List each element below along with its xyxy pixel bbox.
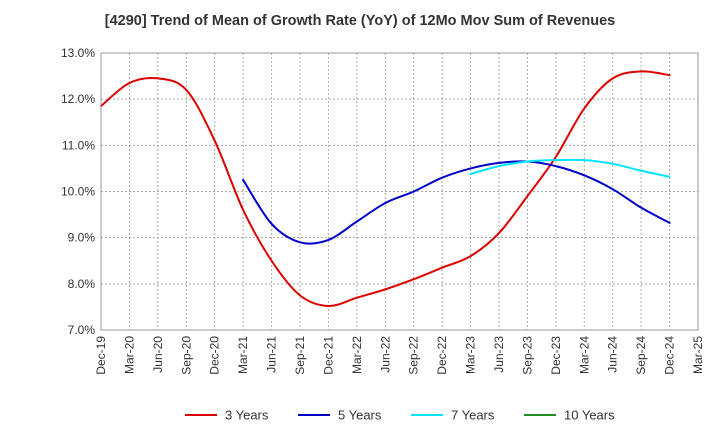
x-tick-label: Jun-23 xyxy=(492,336,506,373)
x-tick-label: Sep-24 xyxy=(634,336,648,375)
x-tick-label: Sep-23 xyxy=(520,336,534,375)
x-tick-label: Mar-25 xyxy=(691,336,705,374)
x-tick-label: Mar-21 xyxy=(236,336,250,374)
series-line-7-years xyxy=(469,158,671,178)
series-line-5-years xyxy=(242,160,671,245)
legend-label-10-years: 10 Years xyxy=(564,408,615,423)
x-tick-label: Sep-21 xyxy=(293,336,307,375)
x-tick-label: Dec-19 xyxy=(94,336,108,375)
y-tick-label: 10.0% xyxy=(61,185,95,199)
legend-label-7-years: 7 Years xyxy=(451,408,495,423)
x-tick-label: Dec-23 xyxy=(549,336,563,375)
y-tick-label: 7.0% xyxy=(68,323,96,337)
y-tick-label: 13.0% xyxy=(61,46,95,60)
x-tick-label: Jun-21 xyxy=(265,336,279,373)
series-line-3-years xyxy=(100,70,671,307)
series-group xyxy=(100,70,671,307)
x-tick-label: Dec-20 xyxy=(208,336,222,375)
x-tick-label: Sep-20 xyxy=(179,336,193,375)
y-tick-label: 9.0% xyxy=(68,231,96,245)
y-axis: 7.0% 8.0% 9.0% 10.0% 11.0% 12.0% 13.0% xyxy=(61,46,95,337)
chart-title: [4290] Trend of Mean of Growth Rate (YoY… xyxy=(104,13,616,29)
legend: 3 Years 5 Years 7 Years 10 Years xyxy=(185,408,615,423)
x-tick-label: Jun-24 xyxy=(606,336,620,373)
x-axis: Dec-19 Mar-20 Jun-20 Sep-20 Dec-20 Mar-21 Jun-… xyxy=(94,336,705,375)
legend-label-3-years: 3 Years xyxy=(225,408,269,423)
x-tick-label: Dec-22 xyxy=(435,336,449,375)
y-tick-label: 11.0% xyxy=(62,138,95,152)
plot-frame xyxy=(100,52,699,331)
x-tick-label: Jun-20 xyxy=(151,336,165,373)
x-tick-label: Mar-20 xyxy=(122,336,136,374)
y-tick-label: 8.0% xyxy=(68,277,96,291)
legend-label-5-years: 5 Years xyxy=(338,408,382,423)
x-tick-label: Jun-22 xyxy=(378,336,392,373)
x-tick-label: Mar-22 xyxy=(350,336,364,374)
y-tick-label: 12.0% xyxy=(61,92,95,106)
x-tick-label: Dec-21 xyxy=(321,336,335,375)
x-tick-label: Mar-24 xyxy=(577,336,591,374)
x-tick-label: Mar-23 xyxy=(464,336,478,374)
x-tick-label: Sep-22 xyxy=(407,336,421,375)
x-tick-label: Dec-24 xyxy=(663,336,677,375)
